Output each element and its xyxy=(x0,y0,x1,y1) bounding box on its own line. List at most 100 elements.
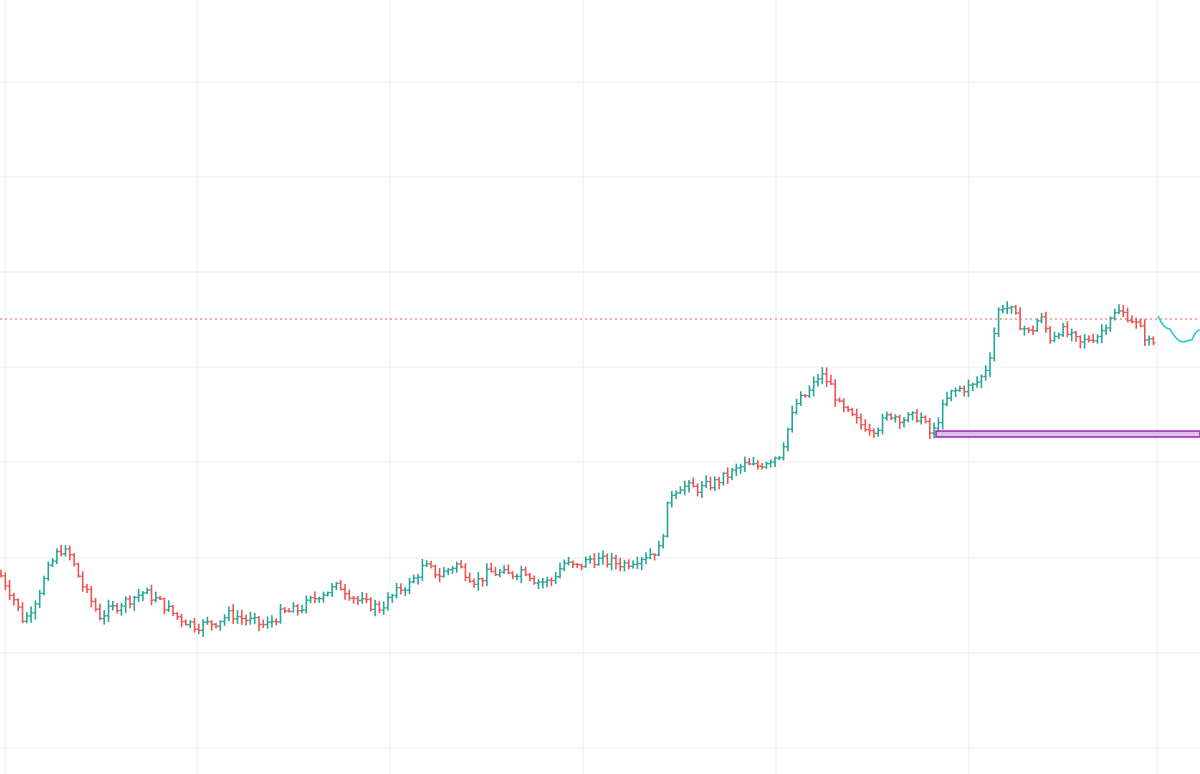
price-bar-up xyxy=(403,586,408,597)
price-bar-up xyxy=(123,596,128,613)
price-bar-down xyxy=(962,385,967,397)
price-bar-up xyxy=(644,552,648,565)
price-bar-up xyxy=(588,555,593,564)
price-bar-down xyxy=(695,483,700,497)
price-bar-up xyxy=(609,552,614,571)
price-bar-up xyxy=(1056,332,1061,339)
price-bar-down xyxy=(171,605,175,617)
price-bar-down xyxy=(923,415,928,424)
price-bar-up xyxy=(734,463,739,476)
price-bar-up xyxy=(940,399,945,430)
price-bar-up xyxy=(321,591,326,603)
price-bar-up xyxy=(1000,304,1005,314)
price-bar-up xyxy=(304,595,309,614)
price-bar-up xyxy=(265,616,270,629)
price-bar-down xyxy=(863,419,868,432)
price-bar-down xyxy=(652,553,657,561)
price-bar-up xyxy=(996,307,1001,338)
price-bar-down xyxy=(429,560,433,569)
price-bar-up xyxy=(979,374,984,389)
price-bar-down xyxy=(1091,333,1096,343)
price-bar-up xyxy=(201,619,206,637)
price-bar-down xyxy=(1048,326,1053,344)
price-bar-up xyxy=(110,601,115,611)
price-bar-up xyxy=(540,577,545,589)
price-bar-down xyxy=(859,413,863,430)
price-bar-down xyxy=(575,563,580,568)
price-bar-up xyxy=(308,595,313,604)
price-bar-up xyxy=(970,382,975,392)
price-bar-up xyxy=(1082,334,1087,349)
price-bar-up xyxy=(476,571,481,591)
price-bar-up xyxy=(674,490,679,500)
price-bar-up xyxy=(820,367,825,385)
price-bar-up xyxy=(1069,328,1074,342)
price-bar-up xyxy=(515,573,519,581)
price-bar-up xyxy=(394,583,399,599)
price-bar-down xyxy=(231,604,236,624)
price-bar-up xyxy=(678,486,683,495)
price-bar-up xyxy=(1052,331,1057,343)
price-bar-down xyxy=(846,405,851,412)
price-bar-down xyxy=(472,578,476,588)
support-zone xyxy=(935,430,1200,438)
price-bar-down xyxy=(93,597,98,612)
price-bar-up xyxy=(988,352,992,377)
price-bar-down xyxy=(871,428,876,438)
price-bar-down xyxy=(239,609,244,625)
price-bar-up xyxy=(381,601,386,615)
price-bar-down xyxy=(1026,327,1031,333)
price-bar-down xyxy=(1138,318,1143,328)
price-bar-up xyxy=(687,480,691,493)
price-bar-up xyxy=(334,581,339,591)
price-bar-down xyxy=(579,563,584,571)
price-bar-down xyxy=(1078,335,1083,349)
price-bar-up xyxy=(330,583,335,597)
price-bar-up xyxy=(807,385,812,398)
price-bar-up xyxy=(562,559,567,572)
price-bar-up xyxy=(132,595,137,611)
overlays xyxy=(0,315,1200,438)
price-bar-down xyxy=(927,417,932,439)
price-bar-down xyxy=(295,604,300,616)
price-bar-up xyxy=(648,548,653,560)
price-bar-up xyxy=(545,576,550,588)
price-bar-down xyxy=(841,398,846,413)
price-bar-up xyxy=(975,376,980,388)
price-bar-up xyxy=(798,391,803,406)
price-bar-down xyxy=(493,566,498,577)
price-bar-up xyxy=(1035,318,1040,332)
price-bar-up xyxy=(635,556,640,570)
price-bar-up xyxy=(790,405,795,433)
price-bar-down xyxy=(828,374,833,385)
price-bar-up xyxy=(884,411,889,421)
price-bar-down xyxy=(1031,325,1035,335)
price-bar-up xyxy=(269,615,274,628)
price-bar-down xyxy=(850,407,855,417)
price-bar-down xyxy=(149,584,154,606)
price-bar-down xyxy=(854,408,859,424)
price-bar-down xyxy=(192,618,197,633)
price-bar-up xyxy=(777,456,782,461)
price-bar-up xyxy=(29,606,34,623)
price-bar-up xyxy=(360,592,365,604)
price-bar-up xyxy=(424,560,429,567)
price-bar-up xyxy=(54,548,59,565)
price-bar-down xyxy=(437,568,442,583)
price-bar-down xyxy=(708,476,713,491)
price-bar-up xyxy=(300,604,304,614)
price-bar-up xyxy=(945,391,949,407)
price-bar-up xyxy=(46,561,51,581)
price-bar-up xyxy=(119,602,124,616)
price-bar-up xyxy=(386,592,390,611)
price-bar-down xyxy=(351,595,356,604)
price-bar-up xyxy=(893,414,898,423)
price-bar-down xyxy=(592,553,597,568)
price-bar-down xyxy=(459,560,464,569)
price-bar-down xyxy=(1121,305,1126,317)
price-bar-down xyxy=(1086,335,1091,343)
price-bar-up xyxy=(390,593,395,603)
